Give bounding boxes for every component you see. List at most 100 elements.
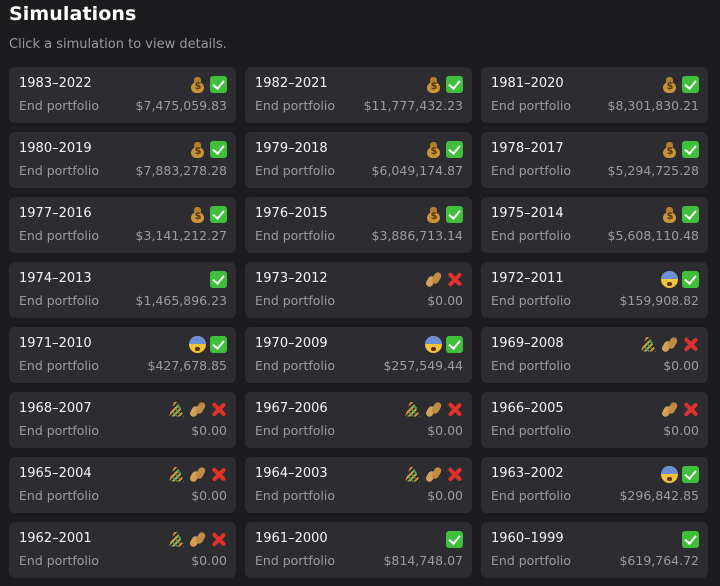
simulation-years: 1968–2007	[19, 401, 92, 416]
simulation-card[interactable]: 1963–2002 End portfolio $296,842.85	[481, 457, 708, 513]
simulation-card[interactable]: 1977–2016 End portfolio $3,141,212.27	[9, 197, 236, 253]
money-bag-neck	[666, 76, 673, 83]
status-icons	[661, 205, 699, 223]
simulation-card[interactable]: 1964–2003 End portfolio $0.00	[245, 457, 472, 513]
end-portfolio-label: End portfolio	[491, 488, 571, 503]
end-portfolio-value: $814,748.07	[383, 553, 463, 568]
money-bag-icon	[189, 206, 206, 223]
end-portfolio-value: $0.00	[663, 358, 699, 373]
status-icons	[682, 530, 699, 548]
end-portfolio-value: $296,842.85	[619, 488, 699, 503]
money-bag-icon	[425, 76, 442, 93]
simulation-card[interactable]: 1974–2013 End portfolio $1,465,896.23	[9, 262, 236, 318]
check-icon	[446, 530, 463, 548]
status-icons	[404, 465, 463, 483]
end-portfolio-value: $3,886,713.14	[371, 228, 463, 243]
simulation-card[interactable]: 1966–2005 End portfolio $0.00	[481, 392, 708, 448]
simulation-card[interactable]: 1975–2014 End portfolio $5,608,110.48	[481, 197, 708, 253]
simulation-card[interactable]: 1967–2006 End portfolio $0.00	[245, 392, 472, 448]
end-portfolio-label: End portfolio	[255, 98, 335, 113]
status-icons	[168, 465, 227, 483]
simulation-years: 1965–2004	[19, 466, 92, 481]
cross-icon	[210, 466, 227, 483]
grass-icon	[168, 401, 185, 418]
simulation-card[interactable]: 1972–2011 End portfolio $159,908.82	[481, 262, 708, 318]
simulation-years: 1964–2003	[255, 466, 328, 481]
simulation-card[interactable]: 1976–2015 End portfolio $3,886,713.14	[245, 197, 472, 253]
fearful-face-icon	[661, 270, 678, 288]
end-portfolio-value: $0.00	[191, 553, 227, 568]
end-portfolio-label: End portfolio	[491, 293, 571, 308]
simulation-years: 1967–2006	[255, 401, 328, 416]
end-portfolio-value: $159,908.82	[619, 293, 699, 308]
end-portfolio-label: End portfolio	[19, 293, 99, 308]
end-portfolio-value: $8,301,830.21	[607, 98, 699, 113]
peanuts-icon	[425, 401, 442, 418]
status-icons	[425, 140, 463, 158]
money-bag-neck	[430, 206, 437, 213]
simulation-years: 1976–2015	[255, 206, 328, 221]
simulation-card[interactable]: 1980–2019 End portfolio $7,883,278.28	[9, 132, 236, 188]
end-portfolio-label: End portfolio	[491, 423, 571, 438]
end-portfolio-label: End portfolio	[19, 228, 99, 243]
grass-icon	[404, 401, 421, 418]
grass-icon	[640, 336, 657, 353]
grass-icon	[168, 531, 185, 548]
money-bag-neck	[194, 141, 201, 148]
simulation-card[interactable]: 1960–1999 End portfolio $619,764.72	[481, 522, 708, 578]
peanuts-icon	[425, 466, 442, 483]
fearful-face-icon	[661, 465, 678, 483]
end-portfolio-value: $7,475,059.83	[135, 98, 227, 113]
money-bag-neck	[194, 76, 201, 83]
end-portfolio-label: End portfolio	[19, 488, 99, 503]
status-icons	[189, 75, 227, 93]
peanuts-icon	[189, 401, 206, 418]
money-bag-icon	[661, 141, 678, 158]
end-portfolio-label: End portfolio	[19, 98, 99, 113]
check-icon	[446, 205, 463, 223]
simulation-card[interactable]: 1979–2018 End portfolio $6,049,174.87	[245, 132, 472, 188]
simulation-card[interactable]: 1981–2020 End portfolio $8,301,830.21	[481, 67, 708, 123]
status-icons	[168, 530, 227, 548]
status-icons	[661, 75, 699, 93]
cross-icon	[210, 401, 227, 418]
simulation-years: 1962–2001	[19, 531, 92, 546]
simulation-card[interactable]: 1965–2004 End portfolio $0.00	[9, 457, 236, 513]
simulation-card[interactable]: 1983–2022 End portfolio $7,475,059.83	[9, 67, 236, 123]
check-icon	[210, 335, 227, 353]
simulation-years: 1963–2002	[491, 466, 564, 481]
simulation-card[interactable]: 1978–2017 End portfolio $5,294,725.28	[481, 132, 708, 188]
end-portfolio-value: $0.00	[427, 423, 463, 438]
end-portfolio-label: End portfolio	[255, 358, 335, 373]
end-portfolio-value: $0.00	[663, 423, 699, 438]
status-icons	[425, 75, 463, 93]
check-icon	[446, 140, 463, 158]
simulation-card[interactable]: 1973–2012 End portfolio $0.00	[245, 262, 472, 318]
simulation-card[interactable]: 1971–2010 End portfolio $427,678.85	[9, 327, 236, 383]
end-portfolio-label: End portfolio	[491, 228, 571, 243]
status-icons	[425, 270, 463, 288]
check-icon	[210, 205, 227, 223]
simulation-card[interactable]: 1969–2008 End portfolio $0.00	[481, 327, 708, 383]
peanuts-icon	[425, 271, 442, 288]
end-portfolio-label: End portfolio	[255, 488, 335, 503]
peanuts-icon	[189, 531, 206, 548]
end-portfolio-label: End portfolio	[491, 358, 571, 373]
simulation-card[interactable]: 1962–2001 End portfolio $0.00	[9, 522, 236, 578]
simulation-card[interactable]: 1968–2007 End portfolio $0.00	[9, 392, 236, 448]
end-portfolio-label: End portfolio	[491, 553, 571, 568]
simulation-years: 1971–2010	[19, 336, 92, 351]
simulation-card[interactable]: 1961–2000 End portfolio $814,748.07	[245, 522, 472, 578]
simulation-card[interactable]: 1982–2021 End portfolio $11,777,432.23	[245, 67, 472, 123]
grass-icon	[404, 466, 421, 483]
end-portfolio-value: $5,294,725.28	[607, 163, 699, 178]
simulation-grid: 1983–2022 End portfolio $7,475,059.83 19…	[9, 67, 716, 578]
end-portfolio-label: End portfolio	[255, 423, 335, 438]
simulation-years: 1975–2014	[491, 206, 564, 221]
end-portfolio-label: End portfolio	[19, 358, 99, 373]
check-icon	[682, 140, 699, 158]
simulation-card[interactable]: 1970–2009 End portfolio $257,549.44	[245, 327, 472, 383]
simulation-years: 1961–2000	[255, 531, 328, 546]
check-icon	[210, 270, 227, 288]
fearful-face-icon	[425, 335, 442, 353]
